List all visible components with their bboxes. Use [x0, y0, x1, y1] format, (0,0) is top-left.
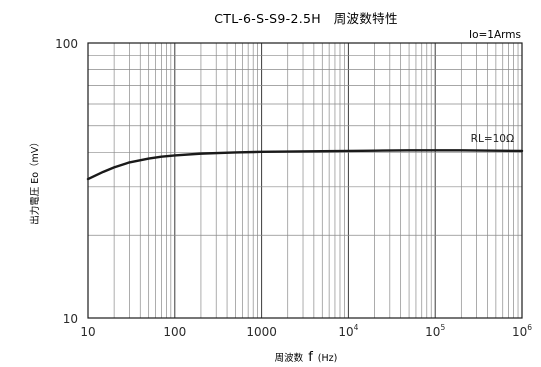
chart-title: CTL-6-S-S9-2.5H 周波数特性: [214, 11, 398, 26]
y-axis-ticks: 10 100: [55, 37, 78, 326]
plot-grid: [88, 43, 522, 318]
y-axis-label: 出力電圧 Eo（mV）: [29, 137, 41, 225]
x-tick-label: 106: [512, 323, 532, 339]
x-tick-label: 105: [425, 323, 445, 339]
test-condition-label: Io=1Arms: [469, 29, 521, 41]
x-axis-label-unit: (Hz): [318, 353, 338, 364]
series-layer: RL=10Ω: [86, 133, 524, 181]
y-tick-label: 10: [63, 312, 78, 326]
series-line: [86, 149, 524, 181]
plot-frame: [87, 42, 523, 319]
y-tick-label: 100: [55, 37, 78, 51]
x-axis-label: 周波数 f (Hz): [275, 350, 338, 365]
x-tick-label: 1000: [246, 325, 277, 339]
x-tick-label: 100: [163, 325, 186, 339]
x-tick-label: 10: [80, 325, 95, 339]
series-label: RL=10Ω: [471, 133, 514, 145]
x-axis-label-prefix: 周波数: [275, 352, 304, 364]
x-tick-label: 104: [338, 323, 358, 339]
x-axis-label-symbol: f: [308, 350, 313, 365]
x-axis-ticks: 10 100 1000 104 105 106: [80, 323, 532, 339]
